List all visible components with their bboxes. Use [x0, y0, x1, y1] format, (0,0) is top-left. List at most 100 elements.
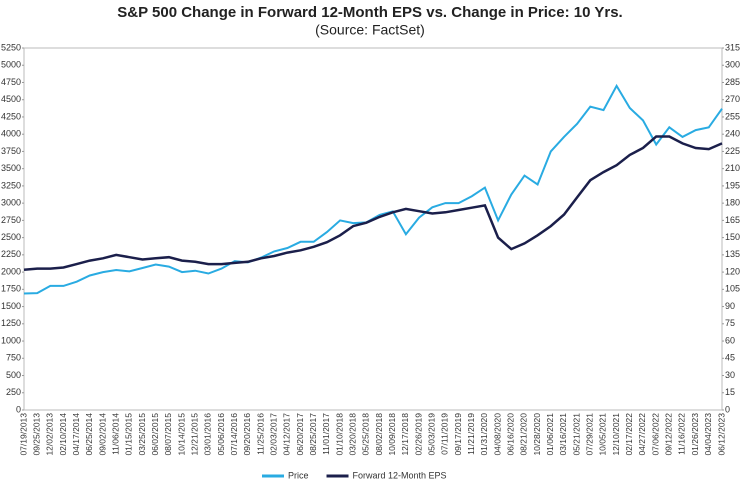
- x-tick-label: 02/10/2014: [58, 413, 68, 456]
- x-tick-label: 10/14/2015: [176, 413, 186, 456]
- y2-tick-label: 240: [725, 129, 740, 139]
- legend-label: Price: [288, 470, 309, 480]
- x-tick-label: 04/08/2020: [492, 413, 502, 456]
- x-tick-label: 06/16/2020: [506, 413, 516, 456]
- y2-tick-label: 225: [725, 146, 740, 156]
- series-line: [23, 83, 723, 295]
- x-tick-label: 06/25/2014: [84, 413, 94, 456]
- x-tick-label: 04/04/2023: [703, 413, 713, 456]
- y-tick-label: 4250: [1, 111, 21, 121]
- x-tick-label: 03/16/2021: [558, 413, 568, 456]
- x-tick-label: 01/06/2021: [545, 413, 555, 456]
- y-tick-label: 750: [6, 353, 21, 363]
- x-tick-label: 10/28/2020: [532, 413, 542, 456]
- x-tick-label: 09/20/2016: [242, 413, 252, 456]
- x-tick-label: 12/10/2021: [611, 413, 621, 456]
- x-tick-label: 08/02/2018: [374, 413, 384, 456]
- x-tick-label: 01/26/2023: [690, 413, 700, 456]
- y2-tick-label: 300: [725, 60, 740, 70]
- x-tick-label: 09/17/2019: [453, 413, 463, 456]
- x-tick-label: 04/27/2022: [637, 413, 647, 456]
- legend-label: Forward 12-Month EPS: [353, 470, 447, 480]
- y-tick-label: 2750: [1, 215, 21, 225]
- y2-tick-label: 150: [725, 232, 740, 242]
- y-tick-label: 1500: [1, 301, 21, 311]
- x-tick-label: 12/17/2018: [400, 413, 410, 456]
- y2-tick-label: 285: [725, 77, 740, 87]
- x-tick-label: 11/21/2019: [466, 413, 476, 455]
- x-tick-label: 05/06/2016: [216, 413, 226, 456]
- x-tick-label: 11/25/2016: [255, 413, 265, 455]
- x-tick-label: 07/11/2019: [440, 413, 450, 455]
- x-tick-label: 01/31/2020: [479, 413, 489, 456]
- x-tick-label: 08/07/2015: [163, 413, 173, 456]
- x-tick-label: 11/06/2014: [110, 413, 120, 455]
- y-tick-label: 4000: [1, 129, 21, 139]
- x-tick-label: 03/01/2016: [203, 413, 213, 456]
- plot-frame: [23, 47, 723, 411]
- y-tick-label: 1750: [1, 284, 21, 294]
- series-line: [23, 135, 723, 272]
- x-tick-label: 01/10/2018: [334, 413, 344, 456]
- y2-tick-label: 0: [725, 404, 730, 414]
- y2-tick-label: 255: [725, 111, 740, 121]
- x-tick-label: 07/06/2022: [650, 413, 660, 456]
- x-tick-label: 07/29/2021: [585, 413, 595, 456]
- y2-tick-label: 315: [725, 42, 740, 52]
- y-tick-label: 2250: [1, 249, 21, 259]
- x-tick-label: 02/17/2022: [624, 413, 634, 456]
- x-tick-label: 10/05/2021: [598, 413, 608, 456]
- y-tick-label: 2000: [1, 266, 21, 276]
- y-tick-label: 0: [16, 404, 21, 414]
- y-tick-label: 4500: [1, 94, 21, 104]
- x-tick-label: 08/25/2017: [308, 413, 318, 456]
- y-tick-label: 250: [6, 387, 21, 397]
- y-tick-label: 3000: [1, 198, 21, 208]
- y-tick-label: 3500: [1, 163, 21, 173]
- chart-subtitle: (Source: FactSet): [315, 22, 425, 38]
- x-tick-label: 02/03/2017: [268, 413, 278, 456]
- y2-tick-label: 195: [725, 180, 740, 190]
- y2-tick-label: 270: [725, 94, 740, 104]
- chart-title: S&P 500 Change in Forward 12-Month EPS v…: [117, 4, 622, 21]
- y2-tick-label: 105: [725, 284, 740, 294]
- y2-tick-label: 180: [725, 198, 740, 208]
- x-tick-label: 10/09/2018: [387, 413, 397, 456]
- y2-tick-label: 165: [725, 215, 740, 225]
- y2-tick-label: 30: [725, 370, 735, 380]
- y-tick-label: 4750: [1, 77, 21, 87]
- x-tick-label: 02/26/2019: [413, 413, 423, 456]
- x-tick-label: 06/12/2023: [716, 413, 726, 456]
- y-tick-label: 5250: [1, 42, 21, 52]
- x-tick-label: 04/12/2017: [282, 413, 292, 456]
- y2-tick-label: 60: [725, 335, 735, 345]
- x-tick-label: 03/25/2015: [137, 413, 147, 456]
- x-tick-label: 05/21/2021: [571, 413, 581, 456]
- y2-tick-label: 90: [725, 301, 735, 311]
- x-tick-label: 05/03/2019: [427, 413, 437, 456]
- x-tick-label: 06/20/2017: [295, 413, 305, 456]
- y-tick-label: 1250: [1, 318, 21, 328]
- x-tick-label: 03/20/2018: [347, 413, 357, 456]
- x-tick-label: 09/02/2014: [97, 413, 107, 456]
- y2-tick-label: 75: [725, 318, 735, 328]
- y-tick-label: 500: [6, 370, 21, 380]
- x-tick-label: 05/25/2018: [361, 413, 371, 456]
- y-tick-label: 2500: [1, 232, 21, 242]
- y2-tick-label: 135: [725, 249, 740, 259]
- y-tick-label: 5000: [1, 60, 21, 70]
- y2-tick-label: 120: [725, 266, 740, 276]
- y-tick-label: 3250: [1, 180, 21, 190]
- y2-tick-label: 15: [725, 387, 735, 397]
- x-tick-label: 12/02/2013: [45, 413, 55, 456]
- x-tick-label: 04/17/2014: [71, 413, 81, 456]
- y2-tick-label: 210: [725, 163, 740, 173]
- x-tick-label: 09/12/2022: [664, 413, 674, 456]
- y2-tick-label: 45: [725, 353, 735, 363]
- y-tick-label: 1000: [1, 335, 21, 345]
- x-tick-label: 07/14/2016: [229, 413, 239, 456]
- x-tick-label: 08/21/2020: [519, 413, 529, 456]
- x-tick-label: 01/15/2015: [124, 413, 134, 456]
